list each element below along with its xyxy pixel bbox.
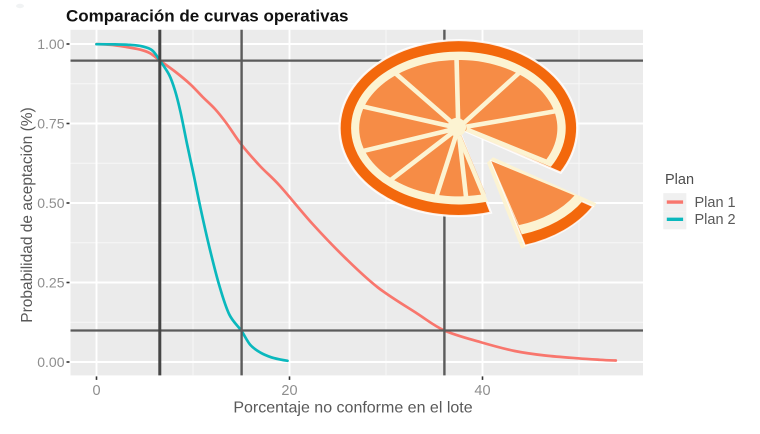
- svg-text:Plan: Plan: [665, 172, 694, 188]
- svg-text:0.75: 0.75: [37, 116, 64, 132]
- svg-text:40: 40: [474, 383, 490, 399]
- svg-text:Probabilidad de aceptación (%): Probabilidad de aceptación (%): [19, 107, 36, 322]
- svg-text:0.50: 0.50: [37, 195, 64, 211]
- svg-text:Porcentaje no conforme en el l: Porcentaje no conforme en el lote: [233, 400, 472, 417]
- svg-text:20: 20: [281, 383, 297, 399]
- svg-text:Comparación de curvas operativ: Comparación de curvas operativas: [66, 7, 349, 26]
- svg-text:0.25: 0.25: [37, 275, 64, 291]
- svg-text:0: 0: [92, 383, 100, 399]
- svg-text:Plan 1: Plan 1: [695, 195, 736, 211]
- svg-text:Plan 2: Plan 2: [695, 212, 736, 228]
- svg-text:0.00: 0.00: [37, 354, 64, 370]
- svg-text:1.00: 1.00: [37, 36, 64, 52]
